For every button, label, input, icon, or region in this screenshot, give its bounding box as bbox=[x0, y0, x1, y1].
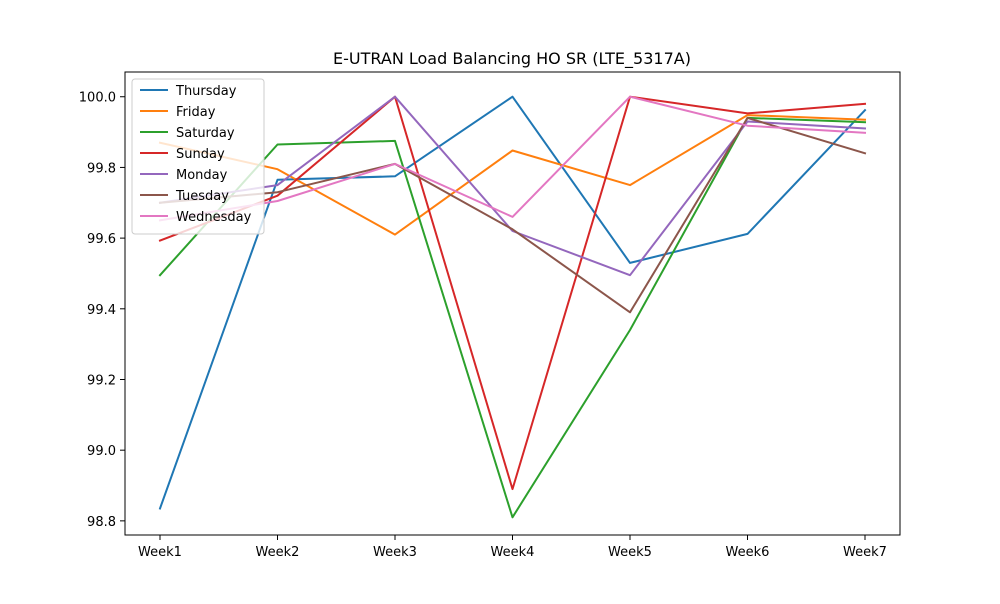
series-line-wednesday bbox=[158, 95, 867, 222]
series-line-monday bbox=[158, 95, 867, 277]
x-tick-label-1: Week1 bbox=[138, 545, 182, 560]
legend-label-saturday: Saturday bbox=[176, 126, 235, 141]
y-tick-label-6: 99.8 bbox=[87, 161, 116, 176]
x-tick-label-7: Week7 bbox=[843, 545, 887, 560]
y-tick-label-4: 99.4 bbox=[87, 303, 116, 318]
y-tick-label-7: 100.0 bbox=[79, 91, 116, 106]
legend-label-wednesday: Wednesday bbox=[176, 210, 252, 225]
y-axis: 98.8 99.0 99.2 99.4 99.6 99.8 100.0 bbox=[79, 91, 125, 530]
y-tick-label-2: 99.0 bbox=[87, 444, 116, 459]
legend-label-tuesday: Tuesday bbox=[175, 189, 229, 204]
x-tick-label-4: Week4 bbox=[491, 545, 535, 560]
series-layer bbox=[158, 95, 867, 519]
legend-label-friday: Friday bbox=[176, 105, 216, 120]
legend: Thursday Friday Saturday Sunday Monday Tuesda… bbox=[131, 78, 265, 235]
series-line-sunday bbox=[158, 95, 867, 491]
x-tick-label-6: Week6 bbox=[726, 545, 770, 560]
x-tick-label-5: Week5 bbox=[608, 545, 652, 560]
legend-label-monday: Monday bbox=[176, 168, 228, 183]
legend-label-thursday: Thursday bbox=[175, 84, 237, 99]
series-line-friday bbox=[158, 114, 867, 236]
series-line-tuesday bbox=[158, 116, 867, 314]
y-tick-label-3: 99.2 bbox=[87, 373, 116, 388]
y-tick-label-1: 98.8 bbox=[87, 515, 116, 530]
chart-title: E-UTRAN Load Balancing HO SR (LTE_5317A) bbox=[333, 49, 691, 69]
x-tick-label-3: Week3 bbox=[373, 545, 417, 560]
x-axis: Week1 Week2 Week3 Week4 Week5 Week6 Week7 bbox=[138, 535, 887, 560]
series-line-thursday bbox=[158, 95, 867, 510]
x-tick-label-2: Week2 bbox=[256, 545, 300, 560]
y-tick-label-5: 99.6 bbox=[87, 232, 116, 247]
legend-label-sunday: Sunday bbox=[176, 147, 225, 162]
